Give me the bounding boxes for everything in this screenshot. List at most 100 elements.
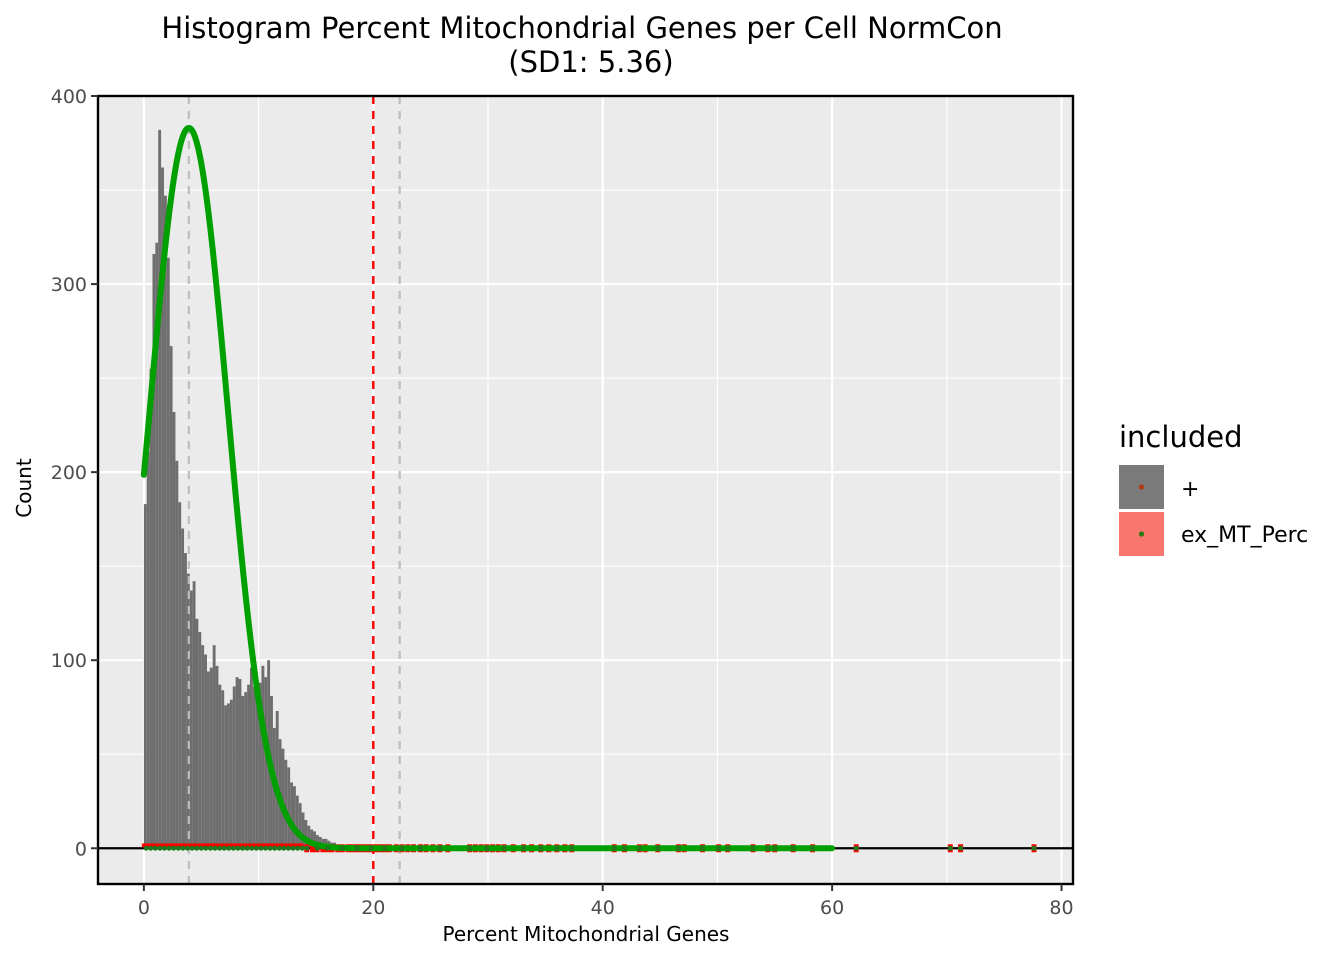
excluded-point [276, 843, 281, 848]
point-marker [716, 845, 722, 851]
excluded-point [176, 843, 181, 848]
histogram-bar [301, 812, 305, 849]
point-marker [258, 845, 264, 851]
point-marker [554, 845, 560, 851]
histogram-bar [295, 795, 299, 849]
point-marker [304, 845, 310, 851]
excluded-point [242, 843, 247, 848]
point-marker [157, 845, 163, 851]
excluded-point [193, 843, 198, 848]
excluded-point [256, 843, 261, 848]
point-marker [217, 845, 223, 851]
histogram-bar [313, 831, 316, 849]
histogram-bar [149, 368, 153, 849]
excluded-point [288, 843, 293, 848]
point-marker [244, 845, 250, 851]
point-marker [171, 845, 177, 851]
excluded-point [190, 843, 195, 848]
excluded-point [161, 843, 166, 848]
histogram-bar [310, 829, 314, 849]
histogram-bar [184, 553, 187, 849]
histogram-bar [195, 618, 199, 849]
point-marker [700, 845, 705, 851]
excluded-point [207, 843, 212, 848]
point-marker [810, 845, 816, 851]
point-marker [203, 845, 209, 851]
point-marker [636, 845, 642, 851]
point-marker [249, 845, 255, 851]
excluded-point [153, 843, 158, 848]
point-marker [230, 845, 236, 851]
histogram-bar [178, 502, 182, 849]
point-marker [772, 845, 778, 851]
excluded-point [299, 843, 304, 848]
histogram-bar [161, 167, 164, 849]
chart-title: Histogram Percent Mitochondrial Genes pe… [161, 11, 1002, 45]
point-marker [947, 845, 953, 851]
point-marker [382, 845, 388, 851]
excluded-point [199, 843, 204, 848]
histogram-bar [158, 129, 162, 849]
histogram-bar [189, 590, 193, 849]
histogram-bar [232, 686, 236, 849]
excluded-point [285, 843, 290, 848]
histogram-bar [181, 528, 185, 849]
point-marker [207, 845, 213, 851]
excluded-point [310, 844, 315, 853]
excluded-point [247, 843, 252, 848]
excluded-point [170, 843, 175, 848]
chart-subtitle: (SD1: 5.36) [508, 45, 673, 79]
histogram-bar [204, 654, 207, 849]
excluded-point [253, 843, 258, 848]
point-marker [240, 845, 246, 851]
histogram-bar [221, 690, 225, 849]
point-marker [750, 845, 756, 851]
point-marker [166, 845, 172, 851]
excluded-point [227, 843, 232, 848]
point-marker [521, 845, 527, 851]
point-marker [189, 845, 195, 851]
histogram-bar [192, 581, 196, 849]
histogram-bar [249, 667, 253, 849]
excluded-point [225, 843, 230, 848]
point-marker [221, 845, 227, 851]
point-marker [152, 845, 158, 851]
excluded-point [204, 843, 209, 848]
point-marker [290, 845, 296, 851]
excluded-point [196, 843, 201, 848]
excluded-point [184, 843, 189, 848]
legend-label-included: + [1181, 477, 1199, 502]
histogram-bar [227, 703, 230, 849]
excluded-point [156, 843, 161, 848]
point-marker [314, 845, 320, 851]
point-marker [437, 845, 443, 851]
point-marker [295, 845, 301, 851]
point-marker [484, 845, 490, 851]
histogram-bar [224, 705, 228, 849]
histogram-bar [201, 645, 205, 849]
axes: 0 20 40 60 80 0 100 200 300 400 [51, 86, 1075, 919]
point-marker [958, 845, 964, 851]
histogram-bar [218, 684, 222, 849]
excluded-point [182, 843, 187, 848]
x-tick-label: 0 [138, 897, 150, 919]
point-marker [339, 845, 345, 851]
point-marker [285, 845, 291, 851]
histogram-bar [172, 411, 176, 849]
histogram-bar [252, 686, 256, 849]
y-tick-label: 100 [51, 650, 87, 672]
histogram-bar [198, 631, 202, 849]
excluded-point [179, 843, 184, 848]
excluded-point [245, 843, 250, 848]
excluded-point [141, 843, 146, 848]
histogram-bar [315, 835, 319, 849]
excluded-point [239, 843, 244, 848]
histogram-bar [281, 748, 285, 849]
excluded-point [213, 843, 218, 848]
excluded-point [250, 843, 255, 848]
excluded-point [219, 843, 224, 848]
excluded-point [159, 843, 164, 848]
excluded-point [265, 843, 270, 848]
histogram-bar [307, 825, 311, 849]
